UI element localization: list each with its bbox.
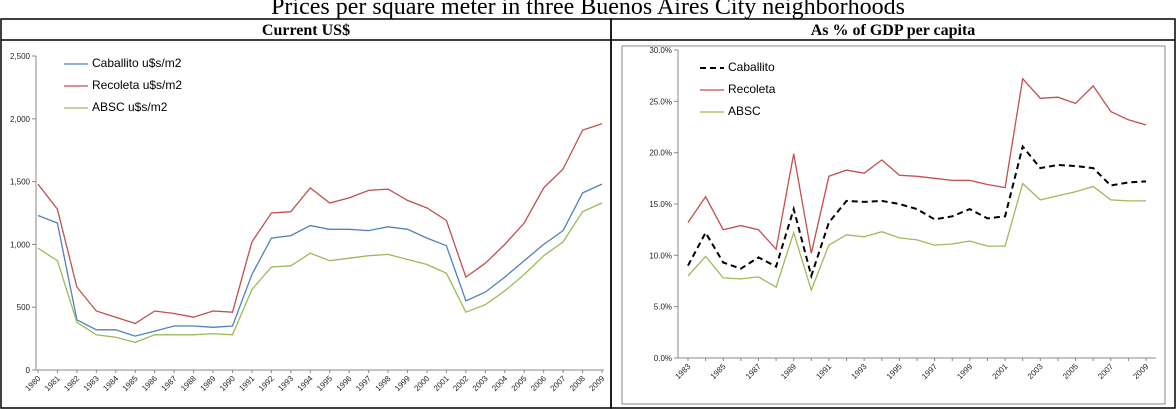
y-tick-label: 20.0% [649, 149, 672, 158]
series-line [37, 202, 603, 344]
legend-label: ABSC u$s/m2 [92, 100, 168, 114]
y-tick-label: 30.0% [649, 46, 672, 55]
y-tick-label: 25.0% [649, 97, 672, 106]
right-panel [610, 18, 1176, 409]
y-tick-label: 10.0% [649, 251, 672, 260]
legend-label: ABSC [728, 104, 761, 118]
series-line [687, 77, 1147, 254]
y-tick-label: 1,500 [10, 178, 31, 187]
y-tick-label: 1,000 [10, 240, 31, 249]
panel-title: Current US$ [262, 22, 350, 39]
series-line [37, 183, 603, 337]
y-tick-label: 2,000 [10, 115, 31, 124]
legend-label: Recoleta u$s/m2 [92, 78, 182, 92]
y-tick-label: 0.0% [654, 354, 672, 363]
y-tick-label: 15.0% [649, 200, 672, 209]
series-line [687, 182, 1146, 293]
chart-frame [621, 45, 1166, 405]
figure-title: Prices per square meter in three Buenos … [271, 0, 905, 20]
panel-title: As % of GDP per capita [811, 22, 976, 39]
legend-label: Caballito u$s/m2 [92, 56, 182, 70]
legend-label: Caballito [728, 60, 775, 74]
series-line [687, 144, 1147, 280]
legend-label: Recoleta [728, 82, 776, 96]
y-tick-label: 0 [26, 366, 31, 375]
y-tick-label: 2,500 [10, 52, 31, 61]
y-tick-label: 5.0% [654, 303, 672, 312]
y-tick-label: 500 [17, 303, 31, 312]
series-line [37, 123, 603, 325]
